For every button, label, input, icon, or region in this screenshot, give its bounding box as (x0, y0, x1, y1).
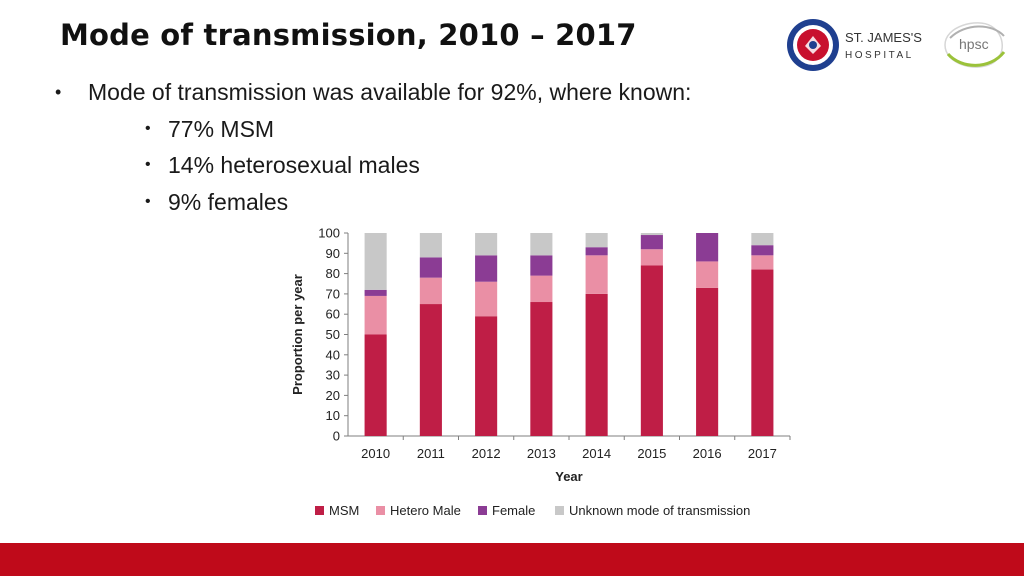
legend-swatch-female (478, 506, 487, 515)
hospital-name-line1: ST. JAMES'S (845, 30, 922, 45)
y-tick-label: 0 (333, 429, 340, 444)
bar-hetero-male (530, 275, 553, 303)
sub-bullet-dot: • (145, 156, 151, 173)
bar-msm (530, 302, 553, 436)
sub-bullet-text: 77% MSM (168, 116, 275, 142)
x-axis-title: Year (555, 469, 582, 484)
hpsc-logo-icon (944, 22, 1006, 68)
bar-msm (640, 265, 663, 436)
x-tick-label: 2013 (527, 446, 556, 461)
x-tick-label: 2017 (748, 446, 777, 461)
bar-female (585, 247, 608, 256)
legend-swatch-msm (315, 506, 324, 515)
bar-female (696, 233, 719, 262)
legend-label: Female (492, 503, 535, 518)
hospital-name-line2: HOSPITAL (845, 50, 914, 61)
x-tick-label: 2014 (582, 446, 611, 461)
bar-hetero-male (640, 249, 663, 266)
bar-female (640, 235, 663, 250)
bar-hetero-male (751, 255, 774, 270)
y-tick-label: 30 (326, 368, 340, 383)
bar-hetero-male (364, 295, 387, 335)
bar-female (364, 289, 387, 296)
bar-hetero-male (475, 281, 498, 317)
bar-hetero-male (585, 255, 608, 294)
bar-msm (751, 269, 774, 436)
bullet-dot: • (55, 82, 62, 102)
bar-hetero-male (696, 261, 719, 288)
bar-unknown (530, 233, 553, 256)
bar-hetero-male (419, 277, 442, 305)
bar-msm (585, 293, 608, 436)
stacked-bar-chart: 0 10 20 30 40 50 60 70 80 90 100 2010 2011 2012 2013 20… (290, 226, 791, 518)
y-tick-label: 20 (326, 388, 340, 403)
sub-bullet-text: 9% females (168, 189, 289, 215)
sub-bullet-text: 14% heterosexual males (168, 152, 420, 178)
bar-female (530, 255, 553, 276)
y-tick-label: 10 (326, 408, 340, 423)
bar-unknown (364, 233, 387, 290)
legend-swatch-unknown (555, 506, 564, 515)
footer-accent-bar (0, 543, 1024, 576)
y-tick-label: 50 (326, 327, 340, 342)
bar-female (419, 257, 442, 278)
x-tick-label: 2016 (693, 446, 722, 461)
bar-unknown (640, 233, 663, 236)
hpsc-logo-text: hpsc (959, 36, 989, 52)
bullet-main-text: Mode of transmission was available for 9… (88, 79, 692, 105)
x-tick-label: 2012 (472, 446, 501, 461)
legend-label: MSM (329, 503, 359, 518)
bar-female (475, 255, 498, 282)
bar-unknown (419, 233, 442, 258)
bar-msm (419, 304, 442, 436)
hospital-crest-icon (787, 19, 839, 71)
bar-msm (696, 287, 719, 436)
legend-label: Unknown mode of transmission (569, 503, 750, 518)
sub-bullet-dot: • (145, 120, 151, 137)
y-axis-title: Proportion per year (290, 274, 305, 395)
bar-msm (475, 316, 498, 436)
bar-unknown (475, 233, 498, 256)
legend-label: Hetero Male (390, 503, 461, 518)
bar-unknown (585, 233, 608, 248)
bar-female (751, 245, 774, 256)
x-tick-label: 2011 (417, 446, 445, 461)
logos: ST. JAMES'S HOSPITAL hpsc (787, 19, 1006, 71)
bar-msm (364, 334, 387, 436)
legend-swatch-hetero-male (376, 506, 385, 515)
y-tick-label: 90 (326, 246, 340, 261)
y-tick-label: 80 (326, 266, 340, 281)
y-tick-label: 60 (326, 307, 340, 322)
x-tick-label: 2015 (637, 446, 666, 461)
slide-title: Mode of transmission, 2010 – 2017 (60, 18, 637, 52)
bar-unknown (751, 233, 774, 246)
x-tick-label: 2010 (361, 446, 390, 461)
sub-bullet-dot: • (145, 193, 151, 210)
y-tick-label: 40 (326, 347, 340, 362)
y-tick-label: 100 (318, 226, 340, 241)
y-tick-label: 70 (326, 286, 340, 301)
